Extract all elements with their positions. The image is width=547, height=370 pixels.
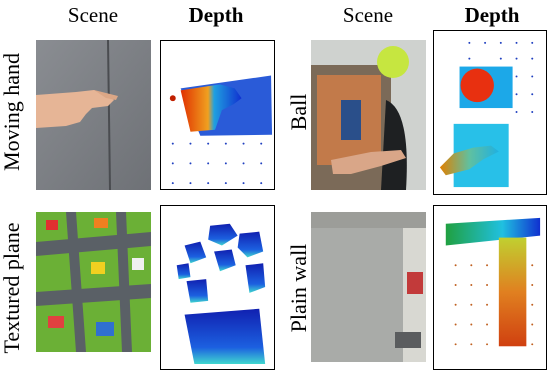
header-depth-right: Depth: [464, 3, 520, 27]
scene-image-ball: [311, 40, 426, 190]
scene-image-moving-hand: [36, 40, 151, 190]
depth-map-textured-plane: [160, 205, 275, 370]
header-depth-left: Depth: [188, 3, 244, 27]
scene-image-plain-wall: [311, 212, 426, 362]
depth-map-plain-wall: [433, 205, 547, 370]
header-scene-left: Scene: [67, 3, 119, 27]
header-scene-right: Scene: [342, 3, 394, 27]
row-label-plain-wall: Plain wall: [286, 243, 311, 333]
scene-image-textured-plane: [36, 212, 151, 352]
row-label-textured-plane: Textured plane: [0, 222, 24, 354]
row-label-moving-hand: Moving hand: [0, 53, 24, 171]
depth-map-moving-hand: [160, 40, 275, 190]
row-label-ball: Ball: [286, 93, 311, 131]
depth-map-ball: [433, 30, 547, 195]
